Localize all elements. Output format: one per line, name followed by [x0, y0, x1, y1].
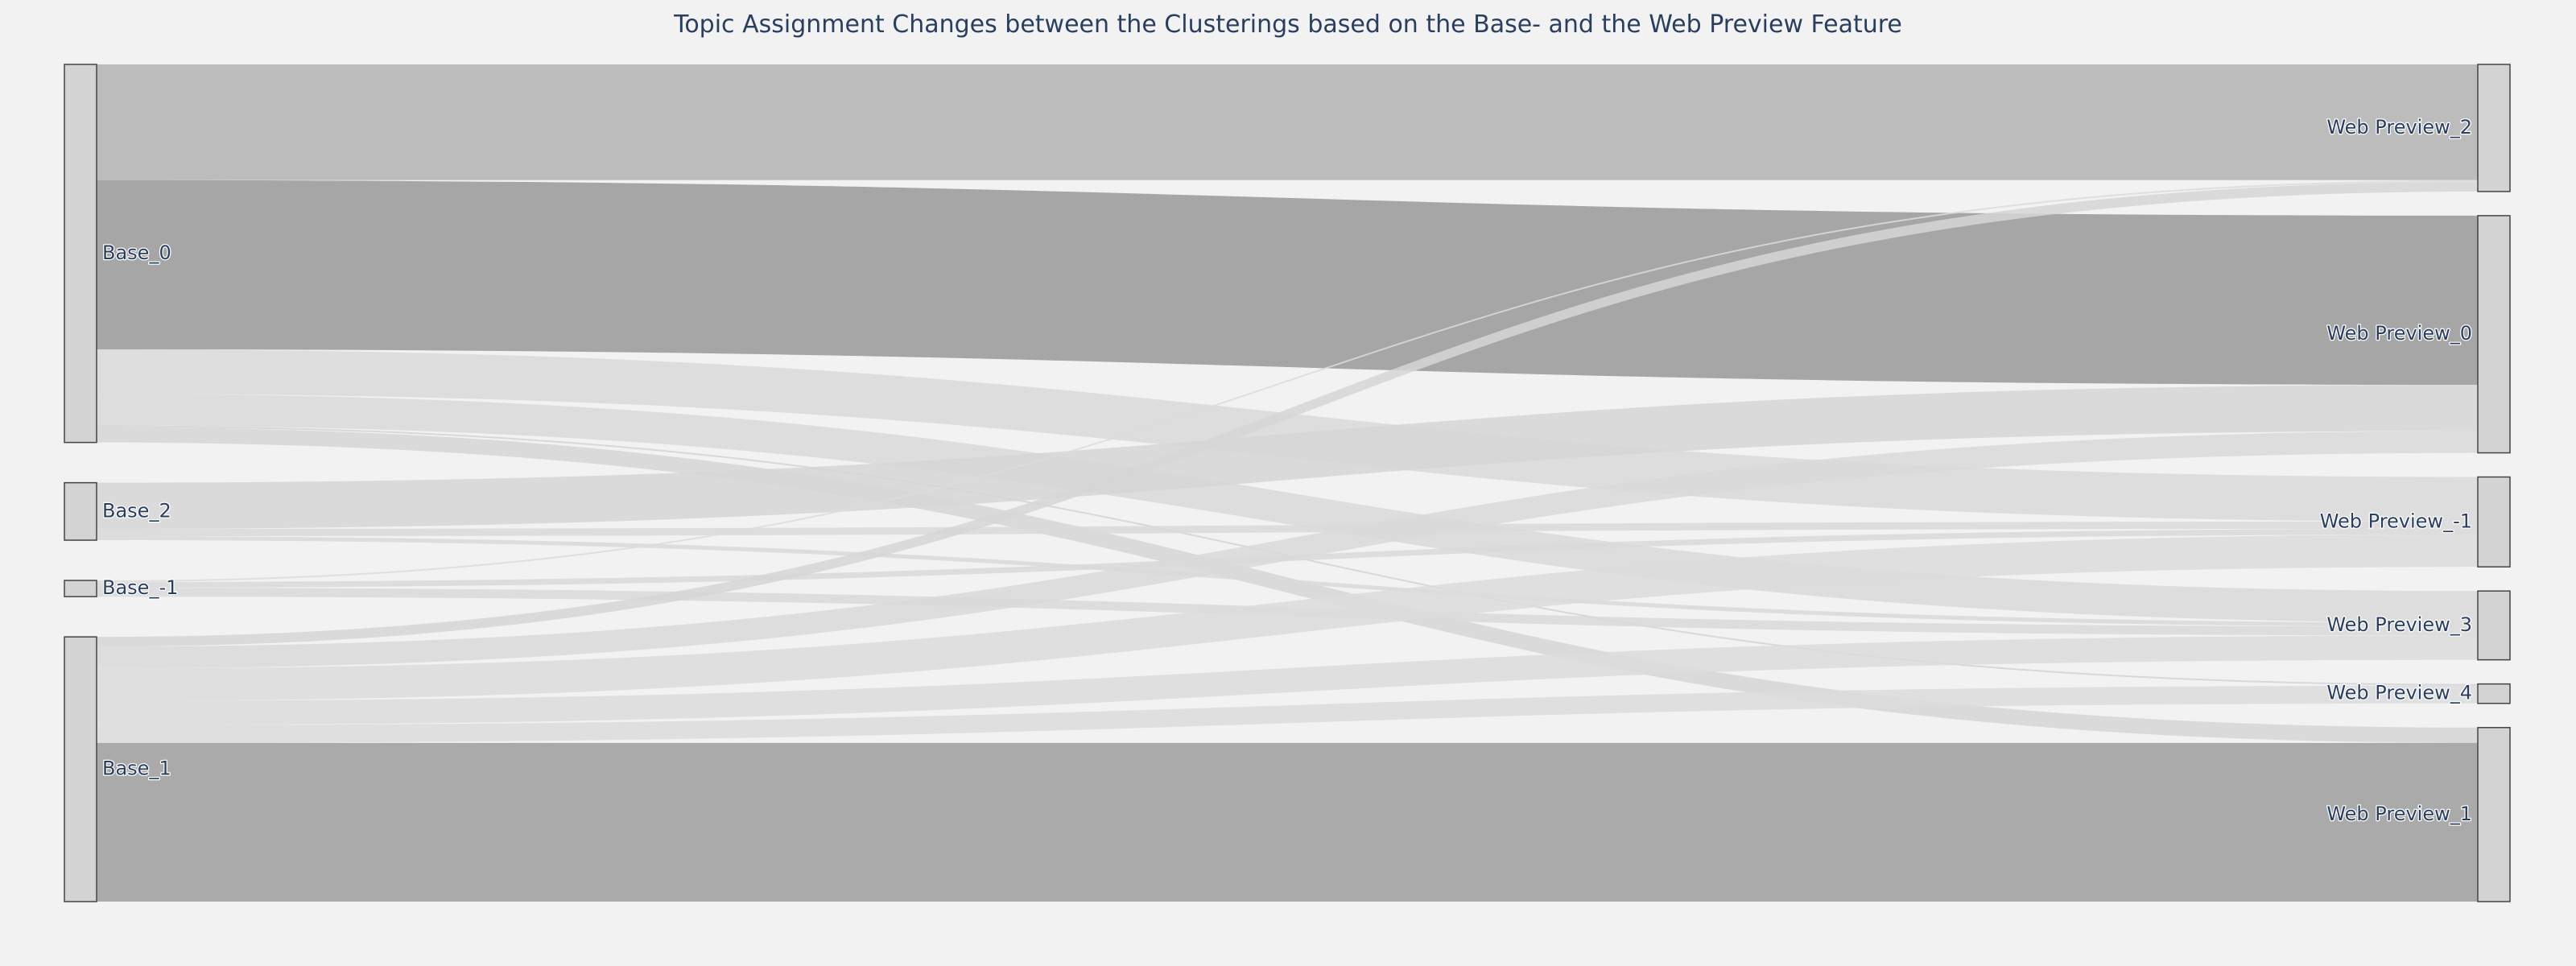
node-w1[interactable]: [2477, 727, 2511, 902]
link-b0-to-w1[interactable]: [97, 427, 2478, 743]
node-wm1[interactable]: [2477, 476, 2511, 568]
node-label-w0: Web Preview_0: [2326, 322, 2472, 345]
node-w0[interactable]: [2477, 215, 2511, 454]
links-layer: [97, 64, 2478, 902]
labels-layer: Base_0 Base_2 Base_-1 Base_1 Web Preview_2 We…: [101, 115, 2474, 826]
node-label-w1: Web Preview_1: [2326, 803, 2472, 825]
chart-title: Topic Assignment Changes between the Clu…: [673, 10, 1902, 39]
node-b2[interactable]: [64, 481, 97, 541]
node-bm1[interactable]: [64, 580, 97, 597]
link-b2-to-w3[interactable]: [97, 536, 2478, 627]
link-b1-to-wm1[interactable]: [97, 534, 2478, 701]
node-label-b2: Base_2: [102, 499, 171, 522]
node-label-w3: Web Preview_3: [2326, 613, 2472, 636]
link-b1-to-w0[interactable]: [97, 431, 2478, 669]
node-label-bm1: Base_-1: [102, 576, 178, 599]
nodes-layer: [64, 64, 2511, 902]
link-b1-to-w1[interactable]: [97, 742, 2478, 902]
node-label-wm1: Web Preview_-1: [2320, 510, 2472, 532]
link-b1-to-w2[interactable]: [97, 181, 2478, 647]
node-label-b1: Base_1: [102, 758, 171, 780]
link-b0-to-w3[interactable]: [97, 394, 2478, 623]
link-b2-to-wm1[interactable]: [97, 521, 2478, 537]
node-label-b0: Base_0: [102, 242, 171, 264]
node-w3[interactable]: [2477, 590, 2511, 661]
node-label-w4: Web Preview_4: [2326, 682, 2472, 704]
link-b1-to-w3[interactable]: [97, 635, 2478, 725]
link-b0-to-w2[interactable]: [97, 64, 2478, 180]
node-w4[interactable]: [2477, 683, 2511, 704]
link-b1-to-w4[interactable]: [97, 685, 2478, 743]
node-b0[interactable]: [64, 64, 97, 444]
node-label-w2: Web Preview_2: [2326, 116, 2472, 138]
node-b1[interactable]: [64, 636, 97, 902]
node-w2[interactable]: [2477, 64, 2511, 192]
link-b2-to-w0[interactable]: [97, 385, 2478, 529]
link-bm1-to-w2[interactable]: [97, 180, 2478, 583]
